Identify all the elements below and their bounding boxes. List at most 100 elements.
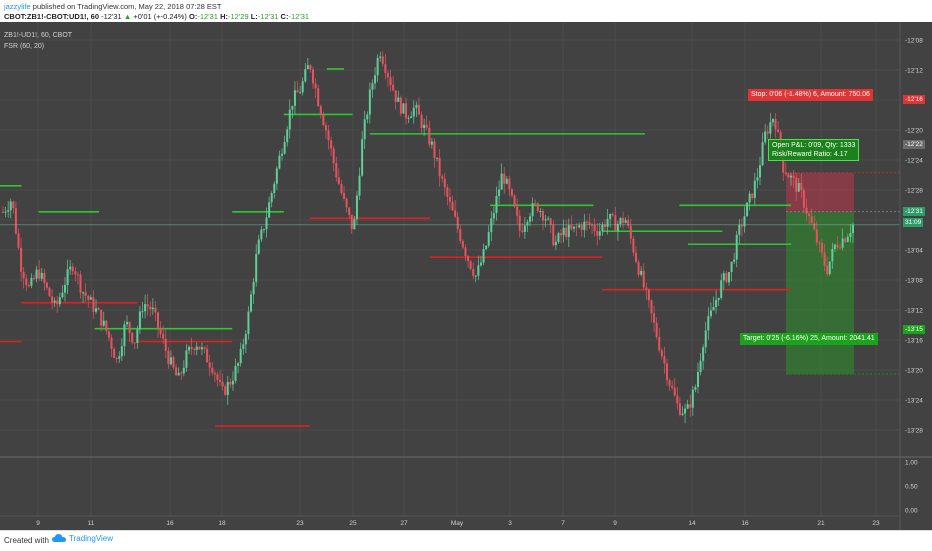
candle-body (704, 330, 707, 348)
candle-body (345, 198, 348, 208)
candle-body (849, 233, 852, 237)
candle-body (33, 278, 36, 280)
candle-body (69, 266, 72, 270)
candle-body (87, 295, 90, 300)
candle-body (660, 350, 663, 357)
candle-body (733, 259, 736, 262)
stop-price-tag: -12'16 (903, 95, 925, 104)
candle-body (188, 346, 191, 351)
candle-body (557, 233, 560, 242)
candle-body (725, 273, 728, 283)
candle-body (771, 119, 774, 123)
candle-body (570, 225, 573, 229)
candle-body (521, 230, 524, 232)
candle-body (61, 292, 64, 298)
candle-body (123, 324, 126, 347)
candle-body (268, 202, 271, 218)
candle-body (12, 201, 15, 209)
candle-body (634, 252, 637, 262)
candle-body (337, 177, 340, 185)
candle-body (777, 129, 780, 132)
time-tick-label: May (451, 520, 464, 527)
candle-body (836, 244, 839, 248)
candle-body (322, 115, 325, 126)
candle-body (169, 357, 172, 365)
price-tick-label: -12'20 (905, 128, 923, 135)
candle-body (237, 363, 240, 367)
candle-body (301, 81, 304, 93)
time-tick-label: 25 (349, 520, 357, 527)
candle-body (758, 165, 761, 178)
candle-body (655, 322, 658, 338)
candle-body (358, 175, 361, 196)
candle-body (611, 213, 614, 216)
candle-body (800, 182, 803, 190)
publisher-link[interactable]: jazzylife (4, 2, 31, 11)
candle-body (841, 238, 844, 248)
candle-body (250, 294, 253, 312)
candle-body (239, 348, 242, 364)
candle-body (64, 285, 67, 293)
pnl-box: Open P&L: 0'09, Qty: 1333 Risk/Reward Ra… (768, 139, 860, 161)
time-tick-label: 14 (688, 520, 696, 527)
low-label: L: (250, 12, 258, 21)
time-tick-label: 23 (872, 520, 880, 527)
candle-body (456, 216, 459, 229)
candle-body (544, 219, 547, 221)
candle-body (312, 69, 315, 84)
candle-body (549, 218, 552, 225)
candle-body (113, 348, 116, 358)
candle-body (216, 374, 219, 380)
candle-body (787, 174, 790, 178)
candle-body (200, 347, 203, 350)
candle-body (412, 107, 415, 117)
candle-body (505, 178, 508, 184)
candle-body (472, 268, 475, 276)
candle-body (76, 274, 79, 276)
candle-body (526, 221, 529, 226)
candle-body (102, 320, 105, 326)
candle-body (580, 225, 583, 230)
candle-body (306, 65, 309, 70)
candle-body (743, 216, 746, 227)
candle-body (97, 308, 100, 310)
candle-body (270, 192, 273, 203)
candle-body (56, 300, 59, 305)
tradingview-logo[interactable]: TradingView (52, 533, 113, 543)
candle-body (141, 311, 144, 313)
time-axis[interactable]: 9 11 16 18 23 25 27 May 3 7 9 14 16 21 23 (36, 520, 880, 527)
symbol-label: CBOT:ZB1!-CBOT:UD1!, 60 (4, 12, 100, 21)
risk-reward-text: Risk/Reward Ratio: 4.17 (772, 151, 848, 158)
candle-body (234, 366, 237, 381)
price-tick-label: -13'12 (905, 308, 923, 315)
price-tick-label: -12'28 (905, 188, 923, 195)
candle-body (384, 64, 387, 74)
candle-body (673, 387, 676, 396)
candle-body (420, 114, 423, 129)
candle-body (206, 348, 209, 363)
candle-body (14, 208, 17, 234)
candle-body (738, 224, 741, 235)
indicator-legend[interactable]: FSR (60, 20) (4, 43, 45, 50)
price-chart[interactable]: -12'08 -12'12 -12'16 -12'20 -12'24 -12'28 -13'… (0, 22, 932, 530)
footer: Created with TradingView (0, 530, 932, 551)
candle-body (696, 372, 699, 387)
candle-body (229, 381, 232, 385)
price-change: +0'01 (+-0.24%) (133, 12, 187, 21)
candle-body (195, 346, 198, 350)
candle-body (588, 222, 591, 225)
candle-body (296, 90, 299, 93)
candle-body (27, 285, 30, 287)
candle-body (51, 296, 54, 303)
candle-body (309, 65, 312, 70)
time-tick-label: 23 (296, 520, 304, 527)
candle-body (291, 105, 294, 110)
oscillator-tick-label: 0.00 (905, 508, 918, 515)
candle-body (707, 316, 710, 331)
candle-body (389, 77, 392, 86)
candle-body (516, 206, 519, 216)
candle-body (503, 173, 506, 184)
candle-body (255, 254, 258, 282)
candle-body (286, 129, 289, 143)
candle-body (813, 223, 816, 230)
